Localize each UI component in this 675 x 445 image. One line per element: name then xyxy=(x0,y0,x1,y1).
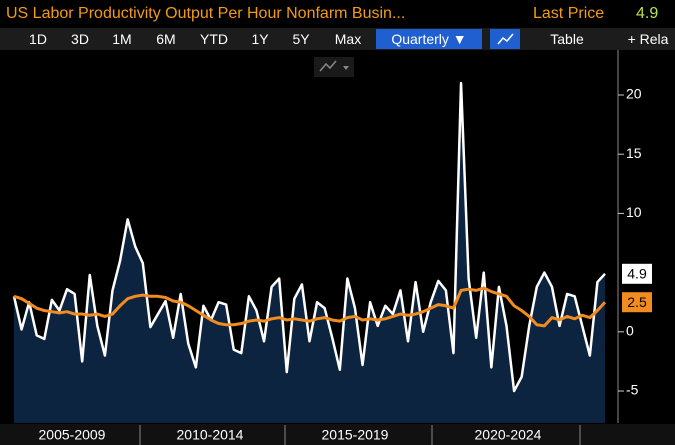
toolbar-button[interactable]: YTD xyxy=(200,31,228,47)
toolbar-button[interactable]: Quarterly ▼ xyxy=(376,29,482,49)
toolbar-button[interactable]: 1M xyxy=(112,31,132,47)
chart-view-button[interactable] xyxy=(490,29,520,49)
toolbar-button[interactable]: 3D xyxy=(71,31,89,47)
y-tick-label: 15 xyxy=(626,145,642,161)
x-axis-bar xyxy=(0,424,675,445)
toolbar-button[interactable]: Table xyxy=(550,31,584,47)
toolbar-button[interactable]: 5Y xyxy=(292,31,310,47)
y-tick-label: 0 xyxy=(626,323,634,339)
y-tick-label: 20 xyxy=(626,86,642,102)
header: US Labor Productivity Output Per Hour No… xyxy=(0,0,675,28)
chart-type-menu[interactable] xyxy=(314,57,354,77)
toolbar-button[interactable]: 1Y xyxy=(251,31,269,47)
toolbar: 1D 3D 1M 6M YTD 1Y 5Y Max Quarterly ▼ Table + Rela xyxy=(0,28,675,50)
last-price-label: Last Price xyxy=(533,5,605,22)
line xyxy=(13,286,607,328)
x-period-label: 2010-2014 xyxy=(177,427,244,443)
last-value-box xyxy=(622,292,652,313)
title: US Labor Productivity Output Per Hour No… xyxy=(6,5,406,22)
dropdown-arrow xyxy=(343,66,349,70)
line xyxy=(12,81,606,393)
last-price: 4.9 xyxy=(636,5,659,22)
x-period-label: 2020-2024 xyxy=(475,427,542,443)
chart-icon xyxy=(319,60,337,72)
toolbar-button[interactable]: 1D xyxy=(29,31,47,47)
x-period-label: 2005-2009 xyxy=(39,427,106,443)
last-value-box xyxy=(622,263,652,284)
toolbar-button[interactable]: 6M xyxy=(156,31,176,47)
y-tick-label: 10 xyxy=(626,204,642,220)
toolbar-button[interactable]: Max xyxy=(334,31,362,47)
area xyxy=(14,83,605,424)
last-value-label: 4.9 xyxy=(627,266,647,282)
last-value-label: 2.5 xyxy=(627,294,647,310)
y-tick-label: -5 xyxy=(626,382,639,398)
toolbar-button[interactable]: + Rela xyxy=(627,31,669,47)
x-period-label: 2015-2019 xyxy=(322,427,389,443)
